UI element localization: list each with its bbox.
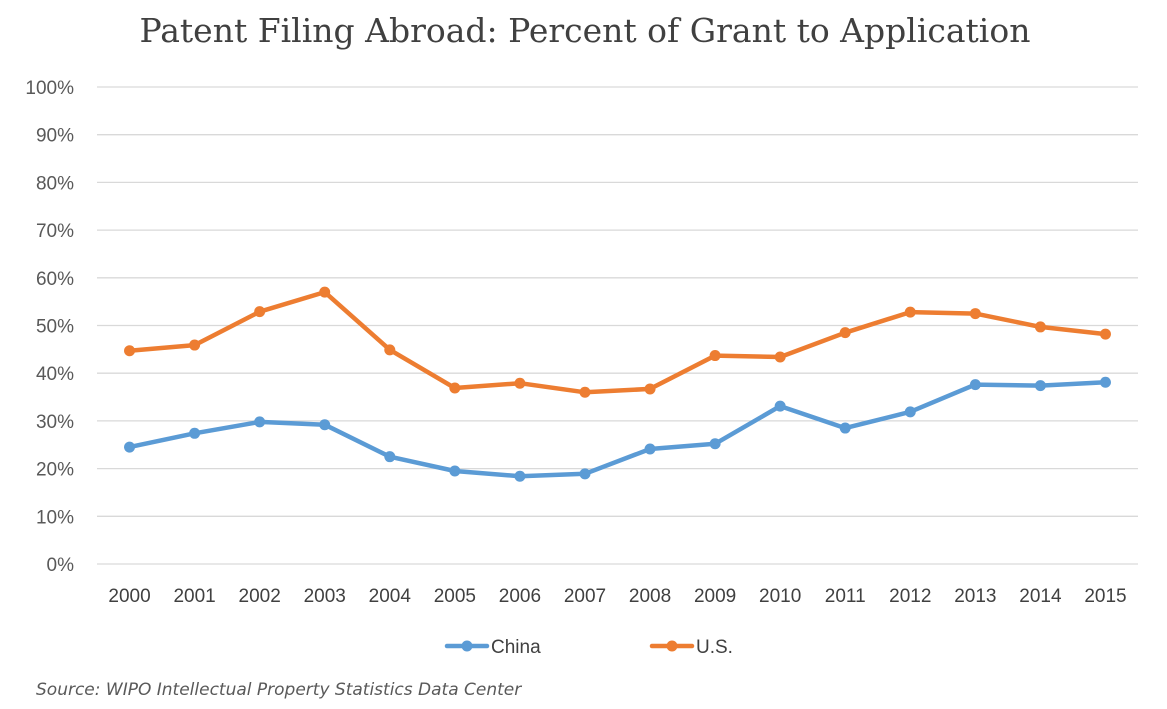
- data-point-u-s: [514, 377, 526, 389]
- data-point-u-s: [1099, 328, 1111, 340]
- data-point-china: [124, 441, 136, 453]
- data-point-china: [644, 443, 656, 455]
- x-tick-label: 2002: [239, 586, 281, 607]
- x-tick-label: 2006: [499, 586, 541, 607]
- y-tick-label: 40%: [36, 364, 74, 385]
- x-tick-label: 2010: [759, 586, 801, 607]
- data-point-china: [969, 379, 981, 391]
- x-tick-label: 2000: [108, 586, 150, 607]
- y-tick-label: 10%: [36, 507, 74, 528]
- x-tick-label: 2008: [629, 586, 671, 607]
- y-tick-label: 70%: [36, 221, 74, 242]
- data-point-china: [384, 451, 396, 463]
- x-tick-label: 2014: [1019, 586, 1062, 607]
- legend: China U.S.: [444, 637, 733, 658]
- y-axis-ticks: 0% 10% 20% 30% 40% 50% 60% 70% 80% 90% 100%: [25, 78, 74, 576]
- data-point-u-s: [839, 327, 851, 339]
- series-layer: [124, 286, 1111, 482]
- x-axis-ticks: 2000 2001 2002 2003 2004 2005 2006 2007 2008 2009…: [108, 586, 1126, 607]
- y-tick-label: 50%: [36, 317, 74, 338]
- legend-marker-u-s: [666, 640, 678, 652]
- data-point-china: [319, 419, 331, 431]
- x-tick-label: 2005: [434, 586, 476, 607]
- x-tick-label: 2007: [564, 586, 606, 607]
- data-point-china: [774, 400, 786, 412]
- y-tick-label: 60%: [36, 269, 74, 290]
- data-point-u-s: [969, 308, 981, 320]
- data-point-u-s: [189, 339, 201, 351]
- data-point-u-s: [709, 350, 721, 362]
- legend-label-u-s: U.S.: [696, 637, 733, 658]
- source-note: Source: WIPO Intellectual Property Stati…: [36, 680, 522, 700]
- data-point-china: [449, 465, 461, 477]
- y-tick-label: 100%: [25, 78, 74, 99]
- data-point-china: [189, 427, 201, 439]
- data-point-china: [1034, 380, 1046, 392]
- x-tick-label: 2009: [694, 586, 736, 607]
- data-point-china: [254, 416, 266, 428]
- data-point-u-s: [319, 286, 331, 298]
- data-point-china: [904, 406, 916, 418]
- y-tick-label: 0%: [47, 555, 75, 576]
- data-point-u-s: [774, 351, 786, 363]
- data-point-u-s: [644, 383, 656, 395]
- data-point-u-s: [1034, 321, 1046, 333]
- data-point-china: [514, 470, 526, 482]
- data-point-china: [709, 438, 721, 450]
- x-tick-label: 2015: [1084, 586, 1126, 607]
- data-point-china: [579, 468, 591, 480]
- data-point-u-s: [579, 386, 591, 398]
- data-point-u-s: [904, 306, 916, 318]
- series-line-u-s: [127, 289, 1108, 395]
- line-chart: Patent Filing Abroad: Percent of Grant t…: [25, 11, 1138, 658]
- data-point-u-s: [384, 344, 396, 356]
- x-tick-label: 2013: [954, 586, 996, 607]
- y-tick-label: 30%: [36, 412, 74, 433]
- x-tick-label: 2004: [369, 586, 412, 607]
- chart-title: Patent Filing Abroad: Percent of Grant t…: [140, 11, 1031, 50]
- x-tick-label: 2011: [825, 586, 866, 607]
- x-tick-label: 2001: [173, 586, 215, 607]
- data-point-china: [839, 422, 851, 434]
- legend-marker-china: [461, 640, 473, 652]
- gridlines: [97, 86, 1138, 565]
- x-tick-label: 2003: [304, 586, 346, 607]
- series-line-china: [127, 380, 1108, 479]
- data-point-u-s: [124, 345, 136, 357]
- y-tick-label: 20%: [36, 460, 74, 481]
- data-point-u-s: [449, 382, 461, 394]
- y-tick-label: 90%: [36, 126, 74, 147]
- y-tick-label: 80%: [36, 173, 74, 194]
- data-point-china: [1099, 376, 1111, 388]
- x-tick-label: 2012: [889, 586, 931, 607]
- legend-label-china: China: [491, 637, 541, 658]
- data-point-u-s: [254, 306, 266, 318]
